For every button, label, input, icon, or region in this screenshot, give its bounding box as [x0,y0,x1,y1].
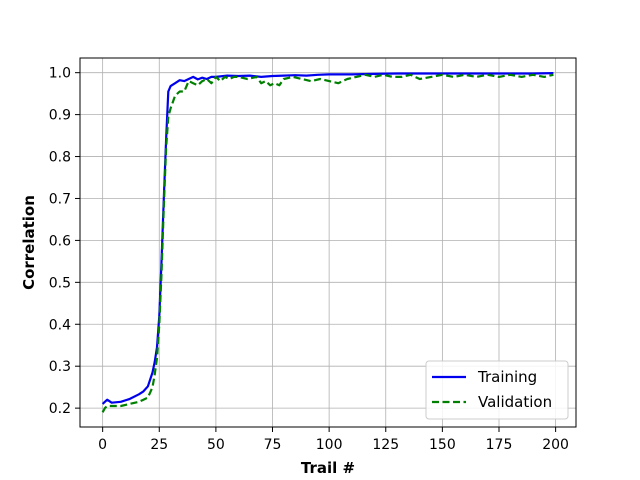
y-tick-label: 0.8 [49,150,71,166]
y-tick-label: 0.3 [49,359,71,375]
x-tick-label: 125 [372,437,399,453]
x-tick-label: 75 [264,437,282,453]
y-tick-label: 0.9 [49,108,71,124]
y-tick-label: 0.2 [49,401,71,417]
plot-frame [79,57,577,428]
series-line-validation [101,73,554,413]
x-tick-label: 200 [542,437,569,453]
legend: Training Validation [425,360,569,420]
x-tick-label: 0 [98,437,107,453]
legend-label-validation: Validation [478,393,552,411]
x-tick-label: 150 [429,437,456,453]
x-axis-label: Trail # [301,459,355,477]
x-tick-label: 100 [316,437,343,453]
legend-label-training: Training [477,368,537,386]
series-group [101,72,554,413]
y-tick-label: 0.6 [49,233,71,249]
series-line-training [101,72,554,405]
y-tick-label: 0.4 [49,317,71,333]
y-tick-label: 0.5 [49,275,71,291]
legend-box [425,360,569,420]
x-tick-label: 50 [207,437,225,453]
x-tick-label: 25 [150,437,168,453]
y-tick-label: 1.0 [49,66,71,82]
y-tick-label: 0.7 [49,191,71,207]
x-tick-label: 175 [486,437,513,453]
tick-group: 0 25 50 75 100 125 150 175 200 0.2 0.3 0.4 0.5 0.6 0.7… [49,66,569,453]
y-axis-label: Correlation [20,195,38,290]
